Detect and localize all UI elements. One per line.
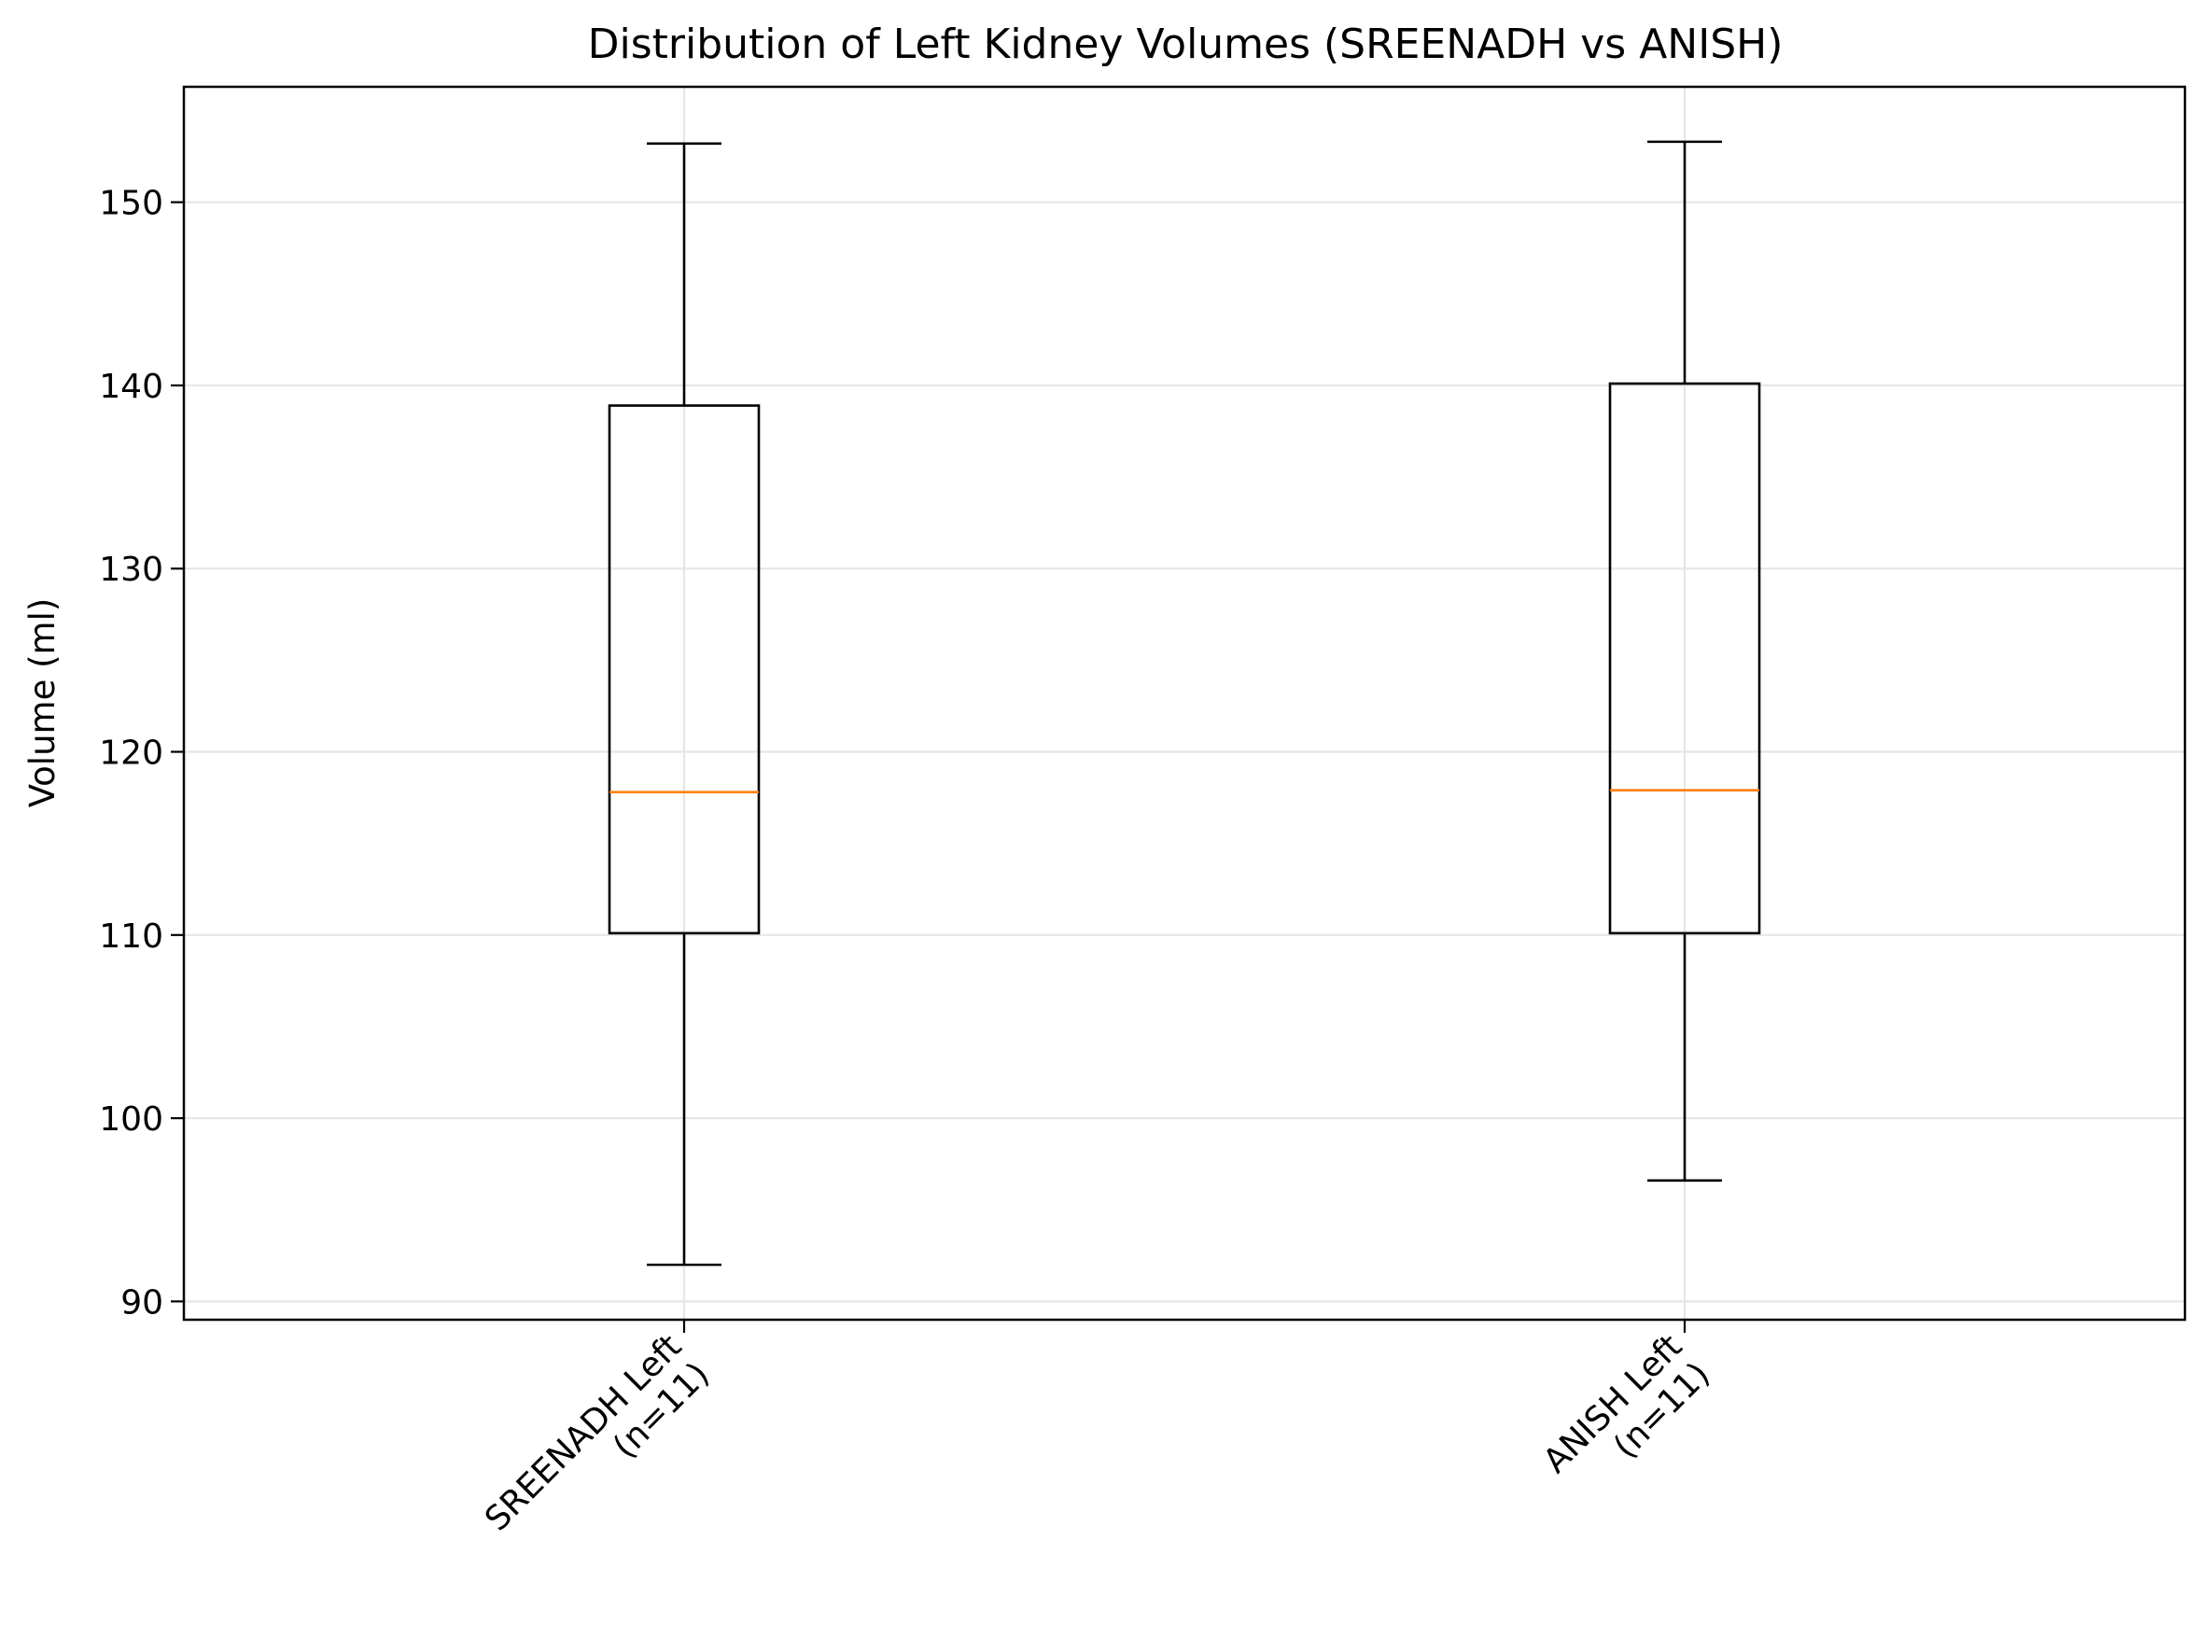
y-tick-label: 100 (99, 1100, 163, 1139)
y-tick-label: 130 (99, 551, 163, 589)
grid-layer (184, 87, 2185, 1320)
plot-frame (182, 85, 2187, 1322)
y-tick-label: 110 (99, 917, 163, 956)
y-tick-label: 150 (99, 185, 163, 223)
y-tick-label: 140 (99, 368, 163, 406)
chart-title: Distribution of Left Kidney Volumes (SRE… (588, 21, 1784, 68)
y-tick-label: 90 (120, 1283, 163, 1322)
y-tick-label: 120 (99, 735, 163, 773)
box-layer (608, 140, 1761, 1267)
iqr-box (608, 404, 761, 935)
iqr-box (1608, 382, 1761, 935)
y-axis-label: Volume (ml) (22, 598, 63, 808)
